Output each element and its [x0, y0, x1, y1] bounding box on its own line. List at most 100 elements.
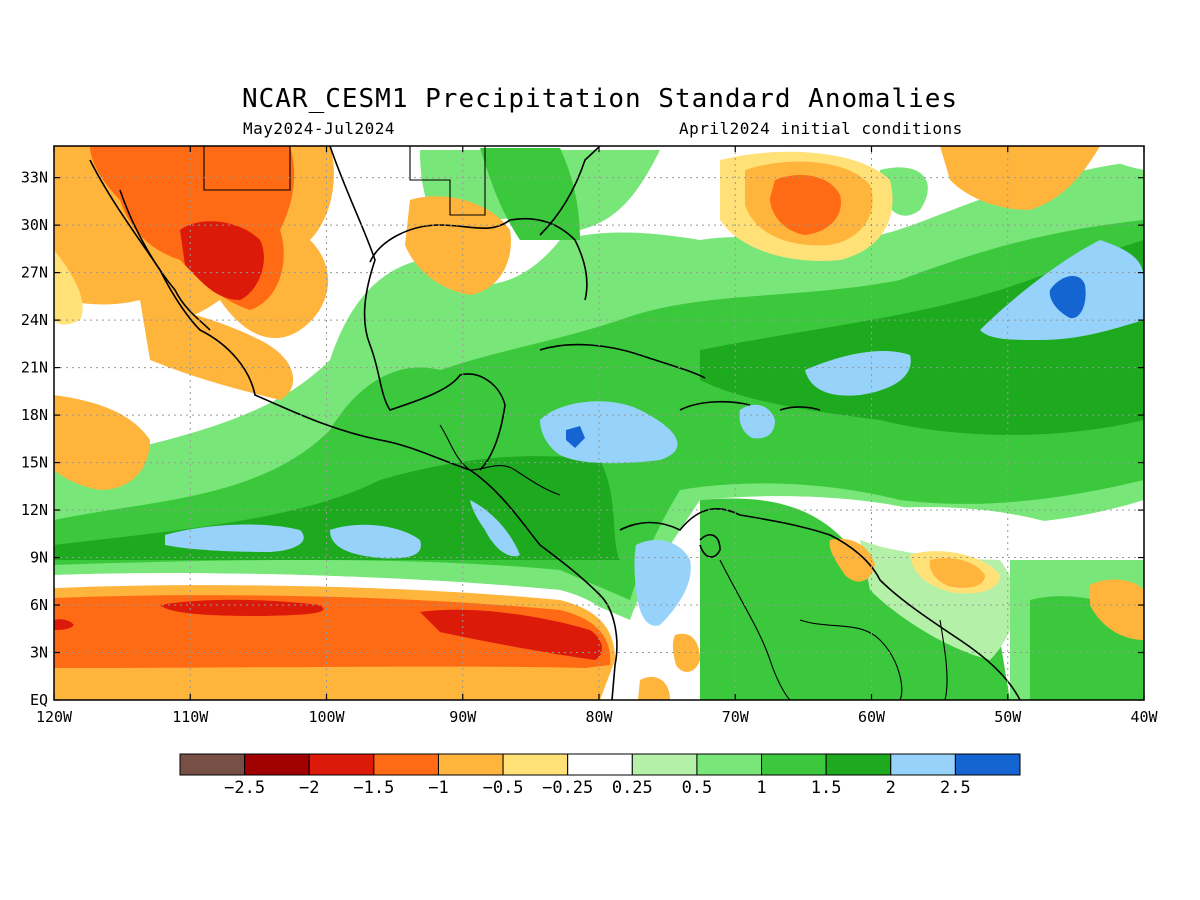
colorbar-swatch [502, 753, 569, 776]
colorbar-swatch [761, 753, 827, 776]
border [203, 146, 291, 191]
colorbar-label: −2 [299, 778, 319, 798]
colorbar-swatch [244, 753, 310, 776]
border [409, 146, 486, 216]
coastline [329, 146, 506, 471]
colorbar-swatch [631, 753, 698, 776]
colorbar-swatch [373, 753, 439, 776]
anomaly-field [54, 146, 1144, 700]
longitude-axis: 120W 110W 100W 90W 80W 70W 60W 50W 40W [36, 146, 1159, 726]
forecast-period: May2024-Jul2024 [243, 119, 395, 138]
lat-tick-label: 18N [21, 406, 48, 424]
colorbar-labels: −2.5 −2 −1.5 −1 −0.5 −0.25 0.25 0.5 1 1.5 2 2.5 [224, 778, 971, 798]
anomaly-area [180, 221, 264, 300]
colorbar-swatch [696, 753, 763, 776]
lon-tick-label: 110W [172, 708, 209, 726]
coastline [369, 217, 588, 301]
lon-tick-label: 80W [585, 708, 613, 726]
coastline [89, 159, 618, 700]
anomaly-area [805, 350, 911, 396]
colorbar-label: 0.5 [682, 778, 713, 798]
anomaly-area [540, 401, 678, 464]
lon-tick-label: 90W [449, 708, 477, 726]
coastline [779, 406, 821, 411]
anomaly-area [929, 558, 985, 588]
lat-tick-label: 21N [21, 359, 48, 377]
lat-tick-label: 12N [21, 501, 48, 519]
coastline [539, 146, 601, 236]
initial-conditions: April2024 initial conditions [679, 119, 963, 138]
colorbar-label: 0.25 [612, 778, 653, 798]
border [939, 619, 948, 700]
anomaly-area [1100, 146, 1144, 170]
map-title: NCAR_CESM1 Precipitation Standard Anomal… [241, 84, 959, 114]
colorbar-label: 1 [756, 778, 766, 798]
lon-tick-label: 60W [858, 708, 886, 726]
lat-tick-label: 30N [21, 216, 48, 234]
lon-tick-label: 120W [36, 708, 73, 726]
anomaly-area [672, 633, 700, 672]
colorbar-label: 2.5 [940, 778, 971, 798]
colorbar-label: −0.5 [483, 778, 524, 798]
anomaly-area [1049, 275, 1086, 319]
lon-tick-label: 50W [994, 708, 1022, 726]
lat-tick-label: 27N [21, 264, 48, 282]
anomaly-area [860, 507, 1144, 560]
anomaly-area [634, 540, 691, 626]
anomaly-area [140, 300, 294, 400]
colorbar-swatch [825, 753, 892, 776]
anomaly-area [420, 609, 602, 660]
colorbar-label: −0.25 [542, 778, 593, 798]
lat-tick-label: 3N [30, 644, 48, 662]
coastline [679, 400, 751, 411]
latitude-axis: 33N 30N 27N 24N 21N 18N 15N 12N 9N 6N 3N EQ [21, 169, 1144, 709]
colorbar [179, 753, 1021, 776]
coastline [619, 508, 1021, 700]
anomaly-area [54, 619, 74, 630]
border [719, 559, 791, 700]
lat-tick-label: 9N [30, 549, 48, 567]
lon-tick-label: 40W [1130, 708, 1158, 726]
anomaly-area [405, 196, 511, 295]
anomaly-area [566, 426, 585, 448]
colorbar-label: −1.5 [353, 778, 394, 798]
anomaly-area [739, 404, 775, 439]
coastline [539, 343, 706, 379]
colorbar-swatch [437, 753, 504, 776]
border [439, 424, 561, 496]
anomaly-area [330, 524, 421, 559]
lat-tick-label: EQ [30, 691, 48, 709]
anomaly-area [54, 250, 83, 325]
anomaly-area [829, 538, 875, 582]
anomaly-area [160, 599, 324, 616]
anomaly-area [638, 676, 670, 700]
anomaly-area [165, 524, 304, 552]
colorbar-label: −2.5 [224, 778, 265, 798]
border [799, 619, 903, 700]
anomaly-area [470, 500, 520, 557]
colorbar-label: −1 [428, 778, 448, 798]
colorbar-swatch [954, 753, 1021, 776]
colorbar-label: 1.5 [811, 778, 842, 798]
lon-tick-label: 100W [308, 708, 345, 726]
lat-tick-label: 33N [21, 169, 48, 187]
anomaly-area [770, 175, 841, 235]
coastlines [89, 146, 1021, 700]
anomaly-area [700, 498, 1010, 700]
anomaly-area [54, 410, 120, 472]
colorbar-label: 2 [886, 778, 896, 798]
colorbar-swatch [890, 753, 956, 776]
colorbar-swatch [308, 753, 375, 776]
lon-tick-label: 70W [722, 708, 750, 726]
anomaly-area [1090, 579, 1144, 640]
lat-tick-label: 15N [21, 454, 48, 472]
colorbar-swatch [179, 753, 246, 776]
coastline [119, 189, 211, 331]
colorbar-swatch [567, 753, 633, 776]
coastline [699, 534, 721, 558]
lat-tick-label: 6N [30, 596, 48, 614]
lat-tick-label: 24N [21, 311, 48, 329]
graticule [54, 146, 1144, 700]
political-borders [203, 146, 948, 700]
